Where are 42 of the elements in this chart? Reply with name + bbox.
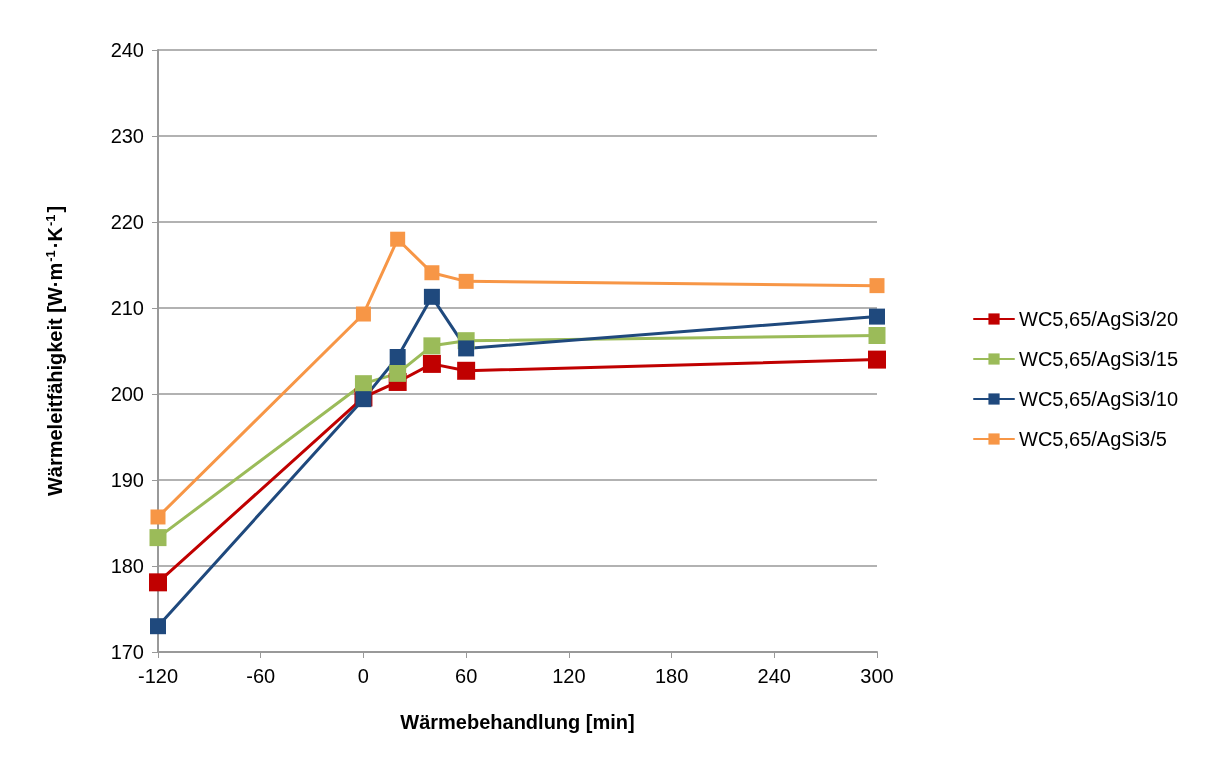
x-axis-title: Wärmebehandlung [min] [400, 711, 635, 733]
legend-label: WC5,65/AgSi3/15 [1019, 348, 1179, 370]
legend-label: WC5,65/AgSi3/5 [1019, 428, 1167, 450]
x-tick-label: 300 [860, 665, 894, 687]
point [868, 350, 886, 369]
legend-label: WC5,65/AgSi3/20 [1019, 308, 1179, 330]
point [149, 573, 167, 592]
y-axis-title: Wärmeleitfähigkeit [W·m-1·K-1] [43, 205, 66, 497]
point [389, 364, 407, 382]
y-tick-label: 230 [110, 125, 144, 147]
point [869, 278, 885, 294]
point [150, 509, 166, 525]
point [458, 340, 475, 357]
y-tick-label: 200 [110, 383, 144, 405]
x-tick-label: -60 [246, 665, 276, 687]
point [390, 231, 406, 247]
point [424, 265, 440, 281]
point [422, 354, 441, 373]
x-tick-label: 0 [357, 665, 369, 687]
x-tick-label: 120 [552, 665, 586, 687]
y-tick-label: 180 [110, 555, 144, 577]
point [389, 349, 406, 366]
x-tick-label: 60 [455, 665, 478, 687]
point [354, 375, 372, 393]
point [149, 529, 167, 547]
point [868, 327, 886, 345]
y-tick-label: 240 [110, 39, 144, 61]
point [869, 308, 885, 325]
y-tick-label: 210 [110, 297, 144, 319]
x-tick-label: 180 [654, 665, 689, 687]
point [423, 288, 440, 305]
y-tick-label: 190 [110, 469, 144, 491]
y-tick-label: 220 [110, 211, 144, 233]
point [355, 306, 371, 322]
y-tick-label: 170 [110, 641, 144, 663]
point [423, 337, 441, 355]
x-tick-label: -120 [137, 665, 179, 687]
x-tick-label: 240 [757, 665, 791, 687]
point [457, 361, 476, 380]
point [150, 618, 166, 635]
point [458, 273, 474, 289]
legend-label: WC5,65/AgSi3/10 [1019, 388, 1179, 410]
